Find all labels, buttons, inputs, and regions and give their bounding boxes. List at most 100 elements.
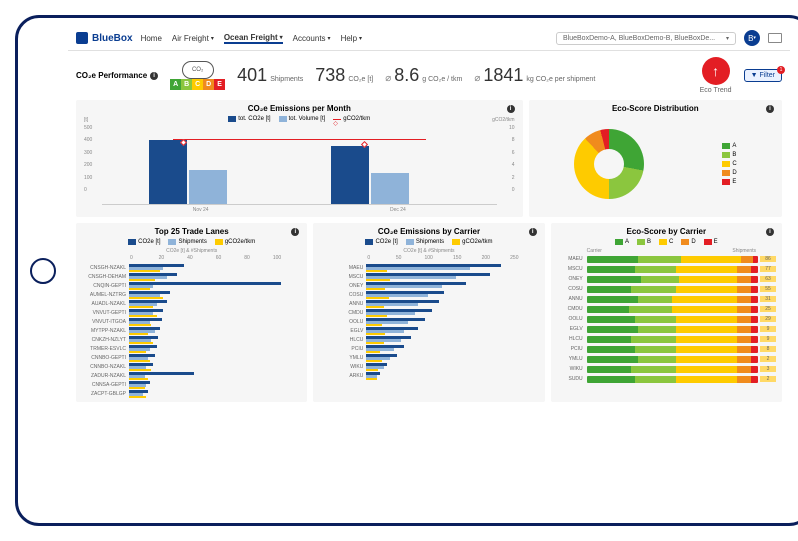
legend-item: Shipments: [406, 239, 444, 245]
chevron-down-icon: ▾: [211, 35, 214, 42]
user-avatar[interactable]: B▾: [744, 30, 760, 46]
chart-row: CNNBO-GEPTI: [82, 353, 301, 362]
chart-row: OOLU: [319, 317, 538, 326]
chart-row: YMLU2: [557, 354, 776, 364]
col-header: Shipments: [732, 248, 756, 254]
chart-row: PCIU8: [557, 344, 776, 354]
legend-item: C: [659, 239, 673, 245]
emissions-per-month-panel: CO₂e Emissions per Monthi tot. CO2e [t]t…: [76, 100, 523, 217]
chart-row: OOLU29: [557, 314, 776, 324]
axis-title: CO2e [t] & #Shipments: [82, 248, 301, 254]
chart-row: CNSGH-NZAKL: [82, 263, 301, 272]
info-icon[interactable]: i: [507, 105, 515, 113]
page-title: CO₂e Performance i: [76, 71, 158, 80]
trend-up-icon: ↑: [702, 57, 730, 85]
chart-row: ZADUR-NZAKL: [82, 371, 301, 380]
metric-co2: 738CO₂e [t]: [315, 65, 373, 86]
chevron-down-icon: ▾: [726, 35, 729, 42]
logo-icon: [76, 32, 88, 44]
performance-summary: CO₂e Performance i CO₂ ABCDE 401Shipment…: [68, 51, 790, 100]
chart-row: VNVUT-GEPTI: [82, 308, 301, 317]
filter-button[interactable]: ▼ Filter 1: [744, 69, 782, 82]
chart-row: CMDU25: [557, 304, 776, 314]
chart-row: MSCU: [319, 272, 538, 281]
nav-home[interactable]: Home: [141, 33, 162, 44]
legend-item: E: [722, 179, 736, 185]
eco-score-badge: CO₂ ABCDE: [170, 61, 225, 90]
panel-title: Eco-Score Distribution: [612, 104, 699, 113]
metric-shipments: 401Shipments: [237, 65, 303, 86]
chart-row: WIKU3: [557, 364, 776, 374]
info-icon[interactable]: i: [291, 228, 299, 236]
legend-item: E: [704, 239, 718, 245]
chart-row: CNNBO-NZAKL: [82, 362, 301, 371]
cloud-icon: CO₂: [182, 61, 214, 79]
legend-item: CO2e [t]: [128, 239, 160, 245]
donut-chart: [574, 129, 644, 199]
chart-row: COSU: [319, 290, 538, 299]
brand-logo[interactable]: BlueBox: [76, 32, 133, 44]
chart-row: WIKU: [319, 362, 538, 371]
legend-item: gCO2e/tkm: [452, 239, 492, 245]
y-axis-label-left: [t]: [84, 117, 88, 123]
nav-air-freight[interactable]: Air Freight▾: [172, 33, 214, 44]
mail-icon[interactable]: [768, 33, 782, 43]
info-icon[interactable]: i: [529, 228, 537, 236]
axis-title: CO2e [t] & #Shipments: [319, 248, 538, 254]
metric-gtkm: ⌀8.6g CO₂e / tkm: [385, 65, 462, 86]
panel-title: Top 25 Trade Lanes: [155, 227, 229, 236]
eco-score-distribution-panel: Eco-Score Distributioni ABCDE: [529, 100, 782, 217]
nav-ocean-freight[interactable]: Ocean Freight▾: [224, 33, 283, 44]
tablet-home-button[interactable]: [30, 258, 56, 284]
chart-row: EGLV9: [557, 324, 776, 334]
chart-row: ARKU: [319, 371, 538, 380]
legend-item: Shipments: [168, 239, 206, 245]
filter-count-badge: 1: [777, 66, 785, 74]
chart-row: HLCU9: [557, 334, 776, 344]
chart-row: YMLU: [319, 353, 538, 362]
chart-row: ANNU: [319, 299, 538, 308]
legend-item: D: [681, 239, 695, 245]
nav-help[interactable]: Help▾: [341, 33, 362, 44]
chart-row: MAEU86: [557, 254, 776, 264]
chart-row: ANNU31: [557, 294, 776, 304]
top-nav: BlueBox Home Air Freight▾ Ocean Freight▾…: [68, 26, 790, 51]
chart-row: EGLV: [319, 326, 538, 335]
panel-title: CO₂e Emissions per Month: [248, 104, 351, 113]
chevron-down-icon: ▾: [328, 35, 331, 42]
score-block-E: E: [214, 79, 225, 90]
col-header: Carrier: [587, 248, 602, 254]
chevron-down-icon: ▾: [280, 34, 283, 41]
info-icon[interactable]: i: [766, 105, 774, 113]
chart-row: ZACPT-GBLGP: [82, 389, 301, 398]
info-icon[interactable]: i: [150, 72, 158, 80]
panel-title: CO₂e Emissions by Carrier: [378, 227, 480, 236]
chart-row: TRMER-ESVLC: [82, 344, 301, 353]
brand-name: BlueBox: [92, 33, 133, 44]
chart-row: ONEY: [319, 281, 538, 290]
nav-accounts[interactable]: Accounts▾: [293, 33, 331, 44]
legend-item: CO2e [t]: [365, 239, 397, 245]
info-icon[interactable]: i: [766, 228, 774, 236]
chart-row: MSCU77: [557, 264, 776, 274]
score-block-C: C: [192, 79, 203, 90]
chevron-down-icon: ▾: [359, 35, 362, 42]
chart-row: MYTPP-NZAKL: [82, 326, 301, 335]
chart-row: CNKZH-NZLYT: [82, 335, 301, 344]
score-block-D: D: [203, 79, 214, 90]
eco-score-by-carrier-panel: Eco-Score by Carrieri ABCDE CarrierShipm…: [551, 223, 782, 402]
chart-row: AUMEL-NZTRG: [82, 290, 301, 299]
legend-item: C: [722, 161, 736, 167]
chart-row: CNSGH-DEHAM: [82, 272, 301, 281]
chart-row: CNQIN-GEPTI: [82, 281, 301, 290]
legend-item: tot. CO2e [t]: [228, 116, 270, 122]
legend-item: D: [722, 170, 736, 176]
chart-row: VNVUT-ITGOA: [82, 317, 301, 326]
account-selector[interactable]: BlueBoxDemo-A, BlueBoxDemo-B, BlueBoxDe.…: [556, 32, 736, 45]
chart-row: MAEU: [319, 263, 538, 272]
y-axis-label-right: gCO2/tkm: [492, 117, 515, 123]
chart-row: PCIU: [319, 344, 538, 353]
legend-item: B: [637, 239, 651, 245]
legend-item: gCO2e/tkm: [215, 239, 255, 245]
score-block-B: B: [181, 79, 192, 90]
